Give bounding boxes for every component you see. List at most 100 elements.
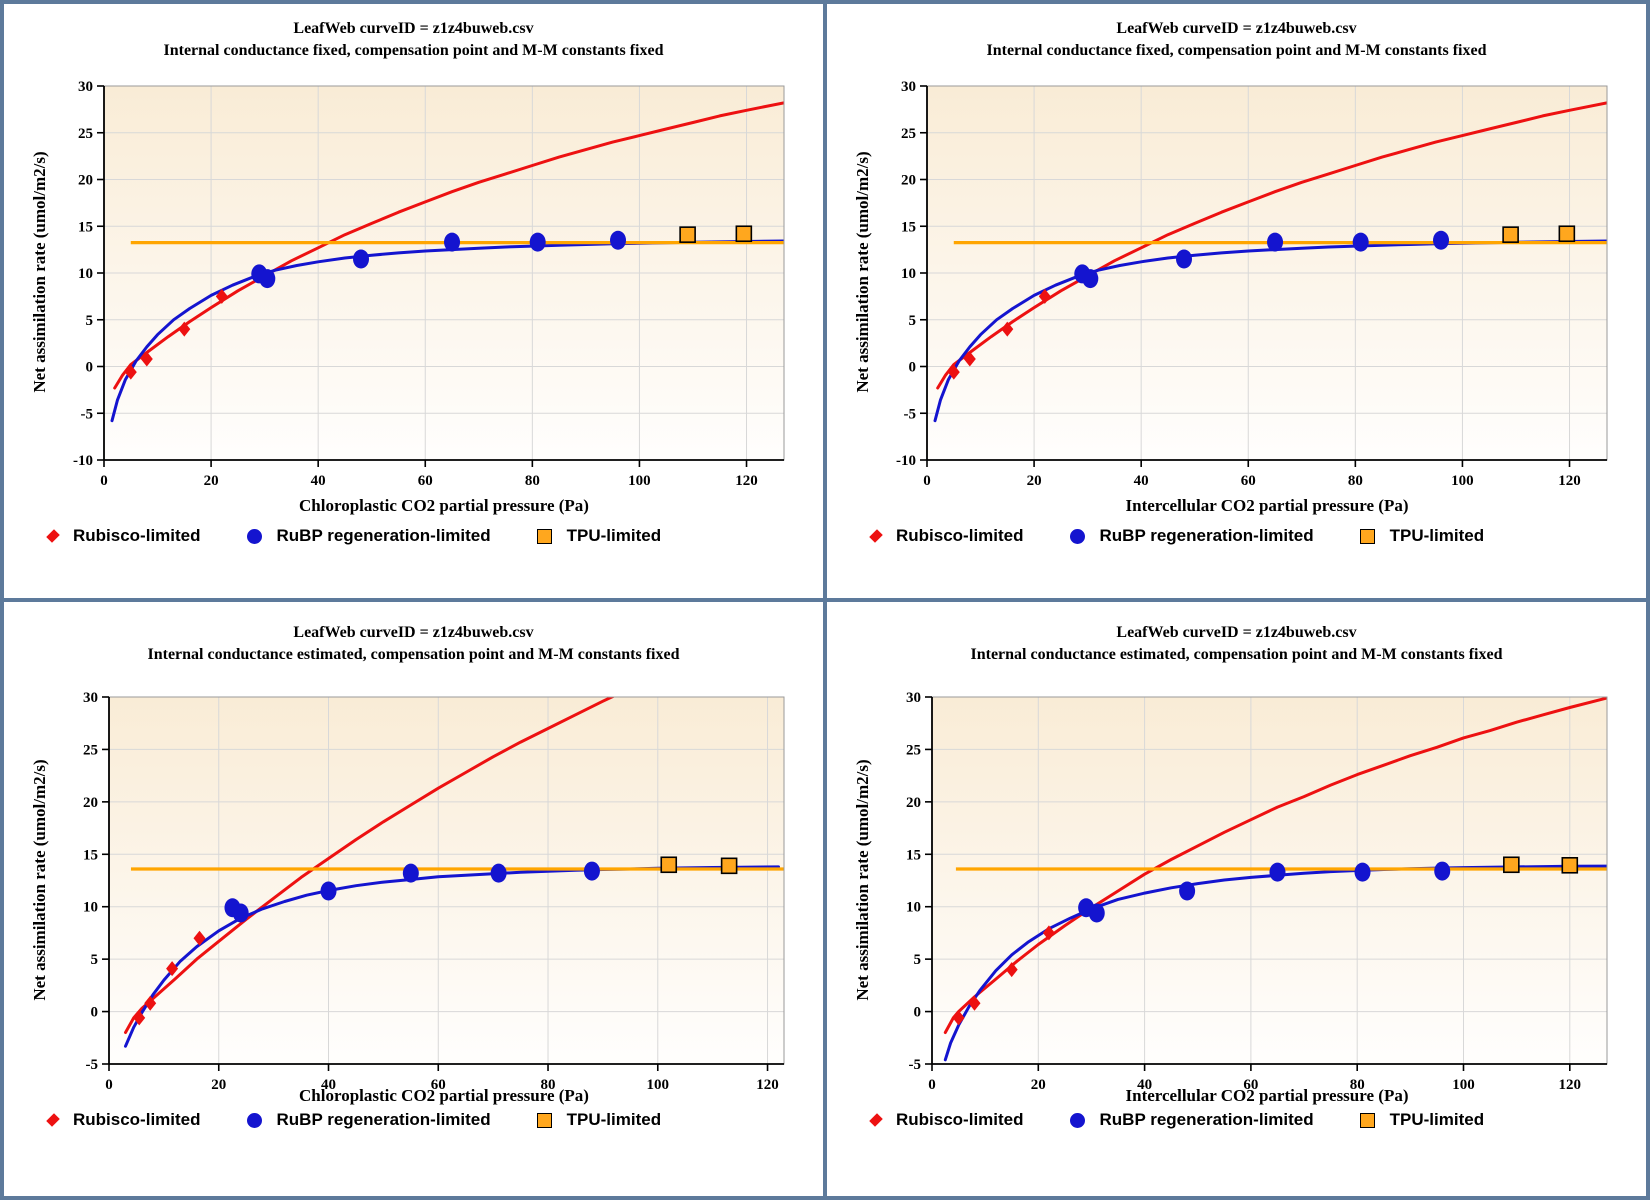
svg-text:120: 120 bbox=[1558, 473, 1581, 489]
legend-label: TPU-limited bbox=[1389, 1110, 1485, 1129]
svg-text:40: 40 bbox=[1134, 473, 1149, 489]
svg-text:60: 60 bbox=[431, 1077, 446, 1093]
chart-title: LeafWeb curveID = z1z4buweb.csv Internal… bbox=[827, 622, 1646, 666]
svg-text:30: 30 bbox=[906, 690, 921, 706]
svg-text:20: 20 bbox=[901, 173, 916, 189]
chart-title-line1: LeafWeb curveID = z1z4buweb.csv bbox=[293, 20, 534, 37]
legend-item-rubp: RuBP regeneration-limited bbox=[246, 526, 491, 546]
svg-text:0: 0 bbox=[91, 1005, 99, 1021]
svg-text:20: 20 bbox=[78, 173, 93, 189]
panel-top-right: LeafWeb curveID = z1z4buweb.csv Internal… bbox=[827, 4, 1646, 598]
svg-text:120: 120 bbox=[735, 473, 758, 489]
svg-text:-5: -5 bbox=[904, 406, 917, 422]
svg-text:80: 80 bbox=[1350, 1077, 1365, 1093]
chart-title-line2: Internal conductance fixed, compensation… bbox=[986, 42, 1487, 59]
svg-text:120: 120 bbox=[1559, 1077, 1582, 1093]
svg-text:15: 15 bbox=[901, 219, 916, 235]
svg-text:40: 40 bbox=[321, 1077, 336, 1093]
chart-title-line1: LeafWeb curveID = z1z4buweb.csv bbox=[293, 624, 534, 641]
svg-text:5: 5 bbox=[86, 313, 94, 329]
chart-title-line1: LeafWeb curveID = z1z4buweb.csv bbox=[1116, 624, 1357, 641]
svg-text:20: 20 bbox=[1027, 473, 1042, 489]
svg-text:0: 0 bbox=[928, 1077, 936, 1093]
legend-item-tpu: TPU-limited bbox=[1359, 526, 1485, 546]
svg-text:20: 20 bbox=[211, 1077, 226, 1093]
legend-label: Rubisco-limited bbox=[73, 1110, 201, 1129]
x-axis-label: Chloroplastic CO2 partial pressure (Pa) bbox=[299, 496, 589, 515]
svg-text:30: 30 bbox=[83, 690, 98, 706]
legend-label: RuBP regeneration-limited bbox=[276, 526, 491, 545]
svg-text:120: 120 bbox=[756, 1077, 779, 1093]
square-marker-icon bbox=[536, 528, 552, 544]
svg-text:0: 0 bbox=[923, 473, 931, 489]
legend-item-rubisco: Rubisco-limited bbox=[46, 1110, 201, 1130]
svg-text:-5: -5 bbox=[909, 1057, 922, 1073]
svg-text:40: 40 bbox=[1137, 1077, 1152, 1093]
legend: Rubisco-limited RuBP regeneration-limite… bbox=[869, 526, 1485, 546]
panel-top-left: LeafWeb curveID = z1z4buweb.csv Internal… bbox=[4, 4, 823, 598]
svg-text:60: 60 bbox=[1241, 473, 1256, 489]
legend: Rubisco-limited RuBP regeneration-limite… bbox=[46, 1110, 661, 1130]
svg-text:15: 15 bbox=[78, 219, 93, 235]
circle-marker-icon bbox=[246, 528, 262, 544]
square-marker-icon bbox=[1359, 1112, 1375, 1128]
svg-text:25: 25 bbox=[906, 742, 921, 758]
svg-text:0: 0 bbox=[105, 1077, 113, 1093]
svg-text:-5: -5 bbox=[86, 1057, 99, 1073]
svg-text:100: 100 bbox=[1451, 473, 1474, 489]
svg-text:10: 10 bbox=[83, 900, 98, 916]
diamond-marker-icon bbox=[46, 1113, 60, 1127]
panel-bottom-left: LeafWeb curveID = z1z4buweb.csv Internal… bbox=[4, 602, 823, 1196]
circle-marker-icon bbox=[1069, 1112, 1085, 1128]
legend-label: Rubisco-limited bbox=[73, 526, 201, 545]
diamond-marker-icon bbox=[869, 529, 883, 543]
legend-label: RuBP regeneration-limited bbox=[1099, 1110, 1314, 1129]
svg-text:-5: -5 bbox=[81, 406, 94, 422]
plot-area: -5 0 5 10 15 20 25 30 0 20 40 60 80 100 120 bbox=[906, 690, 1608, 1093]
svg-text:80: 80 bbox=[525, 473, 540, 489]
legend-item-rubisco: Rubisco-limited bbox=[869, 526, 1024, 546]
diamond-marker-icon bbox=[46, 529, 60, 543]
svg-text:20: 20 bbox=[83, 795, 98, 811]
legend: Rubisco-limited RuBP regeneration-limite… bbox=[46, 526, 662, 546]
svg-text:100: 100 bbox=[647, 1077, 670, 1093]
y-axis-label: Net assimilation rate (umol/m2/s) bbox=[853, 151, 872, 393]
svg-text:0: 0 bbox=[909, 360, 917, 376]
circle-marker-icon bbox=[246, 1112, 262, 1128]
plot-area: -10 -5 0 5 10 15 20 25 30 0 20 40 60 80 100 120 bbox=[896, 79, 1608, 489]
legend-label: TPU-limited bbox=[1389, 526, 1485, 545]
legend-label: RuBP regeneration-limited bbox=[1099, 526, 1314, 545]
chart-title-line2: Internal conductance estimated, compensa… bbox=[970, 646, 1503, 663]
svg-text:25: 25 bbox=[78, 126, 93, 142]
square-marker-icon bbox=[1359, 528, 1375, 544]
x-axis-label: Intercellular CO2 partial pressure (Pa) bbox=[1125, 496, 1409, 515]
svg-text:25: 25 bbox=[901, 126, 916, 142]
svg-text:40: 40 bbox=[311, 473, 326, 489]
svg-text:100: 100 bbox=[1452, 1077, 1475, 1093]
legend-item-rubp: RuBP regeneration-limited bbox=[1069, 526, 1314, 546]
svg-text:100: 100 bbox=[628, 473, 651, 489]
panel-bottom-right: LeafWeb curveID = z1z4buweb.csv Internal… bbox=[827, 602, 1646, 1196]
svg-text:0: 0 bbox=[86, 360, 94, 376]
svg-text:15: 15 bbox=[906, 847, 921, 863]
svg-text:30: 30 bbox=[78, 79, 93, 95]
diamond-marker-icon bbox=[869, 1113, 883, 1127]
svg-text:80: 80 bbox=[541, 1077, 556, 1093]
plot-area: -5 0 5 10 15 20 25 30 0 20 40 60 80 100 120 bbox=[83, 690, 785, 1093]
legend-label: Rubisco-limited bbox=[896, 526, 1024, 545]
x-axis-label: Intercellular CO2 partial pressure (Pa) bbox=[1125, 1086, 1409, 1105]
legend-item-rubp: RuBP regeneration-limited bbox=[1069, 1110, 1314, 1130]
svg-text:20: 20 bbox=[204, 473, 219, 489]
svg-text:10: 10 bbox=[901, 266, 916, 282]
legend-label: TPU-limited bbox=[566, 526, 662, 545]
y-axis-label: Net assimilation rate (umol/m2/s) bbox=[30, 759, 49, 1001]
circle-marker-icon bbox=[1069, 528, 1085, 544]
legend-item-rubp: RuBP regeneration-limited bbox=[246, 1110, 491, 1130]
x-axis-label: Chloroplastic CO2 partial pressure (Pa) bbox=[299, 1086, 589, 1105]
chart-title: LeafWeb curveID = z1z4buweb.csv Internal… bbox=[827, 18, 1646, 62]
svg-text:60: 60 bbox=[418, 473, 433, 489]
square-marker-icon bbox=[536, 1112, 552, 1128]
svg-text:20: 20 bbox=[906, 795, 921, 811]
chart-title: LeafWeb curveID = z1z4buweb.csv Internal… bbox=[4, 622, 823, 666]
